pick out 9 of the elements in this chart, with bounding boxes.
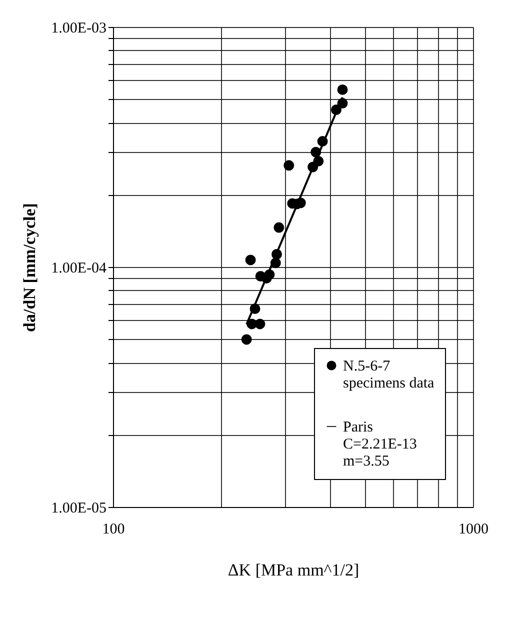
y-tick-label: 1.00E-05 <box>51 500 106 516</box>
legend-label: Paris C=2.21E-13 m=3.55 <box>343 420 417 470</box>
legend-label: N.5-6-7 specimens data <box>343 358 435 392</box>
x-axis-title: ΔK [MPa mm^1/2] <box>228 560 360 580</box>
y-axis-title: da/dN [mm/cycle] <box>20 203 40 332</box>
y-tick-label: 1.00E-04 <box>51 260 107 276</box>
x-tick-label: 100 <box>102 522 125 538</box>
x-tick-label: 1000 <box>458 522 488 538</box>
y-tick-label: 1.00E-03 <box>51 20 106 36</box>
